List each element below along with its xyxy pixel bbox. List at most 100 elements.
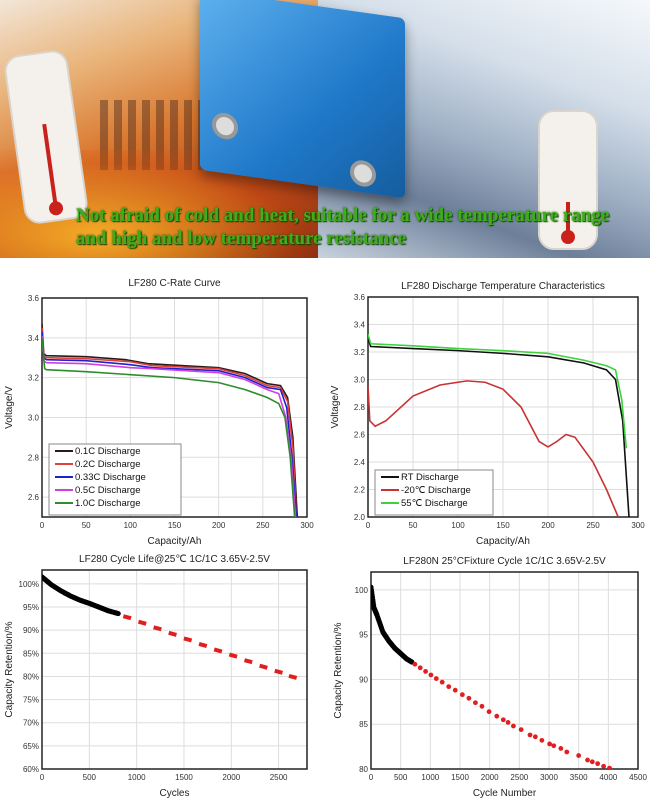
y-tick-label: 80% <box>23 672 39 681</box>
data-point <box>466 695 472 701</box>
data-point <box>428 672 434 678</box>
x-tick-label: 4000 <box>599 773 617 782</box>
x-tick-label: 0 <box>40 521 45 530</box>
y-axis-label: Voltage/V <box>4 386 15 429</box>
data-point <box>439 679 445 685</box>
y-tick-label: 100% <box>19 580 39 589</box>
x-tick-label: 200 <box>212 521 226 530</box>
chart-title: LF280N 25°CFixture Cycle 1C/1C 3.65V-2.5… <box>403 556 606 567</box>
data-point <box>551 743 557 749</box>
y-tick-label: 2.0 <box>354 513 366 522</box>
x-tick-label: 250 <box>256 521 270 530</box>
y-tick-label: 3.4 <box>28 334 40 343</box>
series-3 <box>368 333 628 449</box>
chart-4: LF280N 25°CFixture Cycle 1C/1C 3.65V-2.5… <box>333 556 647 799</box>
x-axis-label: Cycles <box>159 788 189 799</box>
data-point <box>137 619 147 626</box>
data-point <box>473 700 478 706</box>
legend: RT Discharge -20℃ Discharge 55℃ Discharge <box>374 469 494 516</box>
data-point <box>564 749 570 755</box>
data-point <box>259 663 268 670</box>
y-tick-label: 2.8 <box>28 453 40 462</box>
y-tick-label: 3.6 <box>28 294 40 303</box>
chart-title: LF280 Discharge Temperature Characterist… <box>401 281 605 292</box>
data-point <box>500 717 506 723</box>
chart-3: LF280 Cycle Life@25℃ 1C/1C 3.65V-2.5V 0 50… <box>4 554 308 799</box>
y-tick-label: 60% <box>23 765 39 774</box>
y-tick-label: 2.2 <box>354 486 366 495</box>
x-axis-label: Capacity/Ah <box>148 536 202 547</box>
data-point <box>417 665 423 671</box>
data-point <box>446 684 452 690</box>
legend-label: RT Discharge <box>401 472 459 483</box>
data-point <box>527 732 533 738</box>
y-tick-label: 3.2 <box>354 348 366 357</box>
y-tick-label: 3.4 <box>354 321 366 330</box>
data-point <box>539 737 545 743</box>
y-tick-label: 100 <box>355 586 369 595</box>
data-point <box>452 687 458 693</box>
x-tick-label: 150 <box>496 521 510 530</box>
series-2 <box>412 661 612 769</box>
x-tick-label: 500 <box>394 773 408 782</box>
data-point <box>558 746 564 751</box>
y-axis-label: Capacity Retention/% <box>333 622 344 718</box>
data-point <box>479 703 485 709</box>
y-tick-label: 3.0 <box>28 413 40 422</box>
data-point <box>183 636 193 643</box>
x-tick-label: 3000 <box>540 773 558 782</box>
y-tick-label: 3.0 <box>354 376 366 385</box>
data-point <box>505 720 511 725</box>
data-point <box>576 753 582 758</box>
series-line <box>368 338 630 517</box>
y-tick-label: 2.8 <box>354 403 366 412</box>
chart-2: LF280 Discharge Temperature Characterist… <box>330 281 645 547</box>
y-tick-label: 95% <box>23 603 39 612</box>
series-line <box>368 333 628 449</box>
series-5 <box>42 337 296 517</box>
legend-label: 1.0C Discharge <box>75 498 140 509</box>
data-point <box>412 661 418 667</box>
plot-frame <box>367 296 639 518</box>
x-tick-label: 2500 <box>510 773 528 782</box>
x-tick-label: 100 <box>451 521 465 530</box>
series-2 <box>368 380 619 517</box>
data-point <box>494 713 500 719</box>
data-point <box>153 625 162 632</box>
data-point <box>423 668 428 674</box>
series-1 <box>42 323 299 517</box>
series-line <box>42 335 297 517</box>
x-tick-label: 50 <box>409 521 418 530</box>
y-tick-label: 2.6 <box>354 431 366 440</box>
data-point <box>595 761 601 767</box>
series-1 <box>42 574 121 617</box>
x-tick-label: 100 <box>124 521 138 530</box>
x-tick-label: 300 <box>300 521 314 530</box>
series-line <box>42 331 298 517</box>
x-tick-label: 200 <box>541 521 555 530</box>
x-tick-label: 4500 <box>629 773 647 782</box>
data-point <box>198 642 208 648</box>
y-tick-label: 65% <box>23 742 39 751</box>
y-tick-label: 2.4 <box>354 458 366 467</box>
series-4 <box>42 335 297 517</box>
x-tick-label: 0 <box>369 773 374 782</box>
slogan-text: Not afraid of cold and heat, suitable fo… <box>76 205 610 249</box>
x-tick-label: 300 <box>631 521 645 530</box>
chart-title: LF280 C-Rate Curve <box>128 278 221 289</box>
product-banner: Not afraid of cold and heat, suitable fo… <box>0 0 650 258</box>
series-1 <box>368 338 630 517</box>
data-point <box>168 630 177 637</box>
y-tick-label: 75% <box>23 696 39 705</box>
data-point <box>288 673 298 680</box>
x-tick-label: 50 <box>82 521 91 530</box>
data-point <box>274 668 283 675</box>
x-tick-label: 250 <box>586 521 600 530</box>
y-tick-label: 70% <box>23 719 39 728</box>
data-point <box>532 734 538 740</box>
legend-label: -20℃ Discharge <box>401 485 471 496</box>
chart-title: LF280 Cycle Life@25℃ 1C/1C 3.65V-2.5V <box>79 554 270 565</box>
data-point <box>213 647 223 654</box>
data-point <box>547 741 552 747</box>
legend-label: 55℃ Discharge <box>401 498 468 509</box>
